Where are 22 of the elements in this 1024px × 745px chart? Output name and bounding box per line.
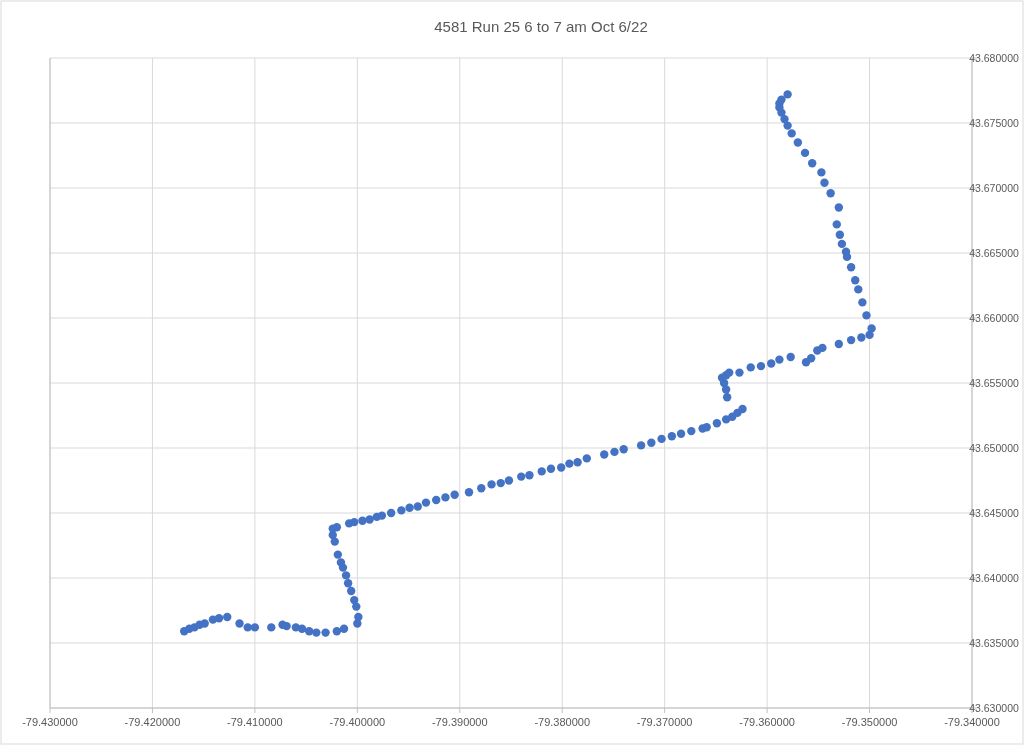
x-tick-label: -79.380000 xyxy=(534,716,591,728)
y-tick-label: 43.650000 xyxy=(969,442,1019,454)
y-tick-label: 43.635000 xyxy=(969,637,1019,649)
y-tick-label: 43.655000 xyxy=(969,377,1019,389)
x-tick-label: -79.370000 xyxy=(636,716,693,728)
y-tick-label: 43.640000 xyxy=(969,572,1019,584)
y-tick-label: 43.645000 xyxy=(969,507,1019,519)
y-tick-label: 43.675000 xyxy=(969,117,1019,129)
x-tick-label: -79.420000 xyxy=(124,716,181,728)
x-tick-label: -79.390000 xyxy=(431,716,488,728)
y-tick-label: 43.680000 xyxy=(969,52,1019,64)
x-tick-label: -79.410000 xyxy=(227,716,283,728)
chart-title: 4581 Run 25 6 to 7 am Oct 6/22 xyxy=(434,18,648,35)
y-tick-label: 43.660000 xyxy=(969,312,1019,324)
x-tick-label: -79.360000 xyxy=(739,716,795,728)
x-tick-label: -79.400000 xyxy=(329,716,386,728)
x-tick-label: -79.350000 xyxy=(841,716,898,728)
y-tick-label: 43.670000 xyxy=(969,182,1019,194)
y-tick-label: 43.630000 xyxy=(969,702,1019,714)
x-tick-label: -79.340000 xyxy=(944,716,1000,728)
y-tick-label: 43.665000 xyxy=(969,247,1019,259)
x-tick-label: -79.430000 xyxy=(22,716,78,728)
